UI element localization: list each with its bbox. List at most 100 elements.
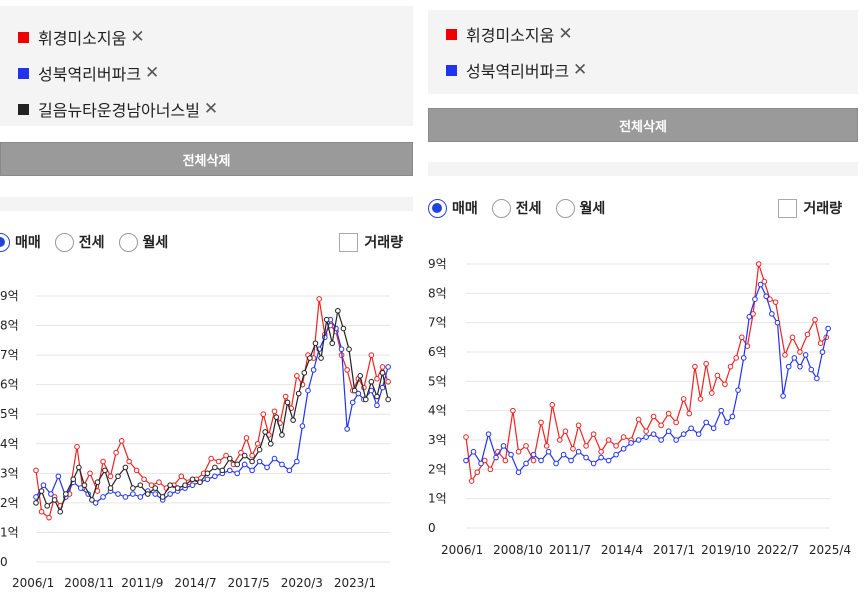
data-point[interactable]: [808, 366, 815, 373]
data-point[interactable]: [789, 334, 796, 341]
data-point[interactable]: [755, 261, 762, 267]
data-point[interactable]: [812, 316, 818, 323]
data-point[interactable]: [468, 478, 475, 484]
data-point[interactable]: [590, 460, 597, 467]
data-point[interactable]: [761, 278, 768, 285]
data-point[interactable]: [643, 434, 649, 440]
data-point[interactable]: [673, 437, 679, 443]
data-point[interactable]: [385, 396, 391, 403]
data-point[interactable]: [474, 469, 481, 476]
data-point[interactable]: [817, 340, 824, 346]
data-point[interactable]: [189, 482, 196, 488]
data-point[interactable]: [463, 434, 469, 440]
data-point[interactable]: [538, 419, 544, 426]
data-point[interactable]: [814, 375, 820, 382]
data-point[interactable]: [156, 479, 162, 485]
data-point[interactable]: [256, 458, 263, 465]
data-point[interactable]: [708, 390, 715, 396]
data-point[interactable]: [515, 448, 522, 455]
data-point[interactable]: [692, 363, 698, 370]
data-point[interactable]: [530, 451, 537, 458]
data-point[interactable]: [710, 425, 717, 432]
data-point[interactable]: [791, 355, 798, 361]
data-point[interactable]: [307, 355, 313, 361]
data-point[interactable]: [33, 467, 39, 474]
data-point[interactable]: [115, 473, 121, 480]
data-point[interactable]: [141, 476, 147, 483]
data-point[interactable]: [152, 491, 159, 497]
data-point[interactable]: [318, 355, 324, 361]
volume-checkbox[interactable]: 거래량: [339, 232, 403, 252]
data-point[interactable]: [256, 446, 263, 453]
data-point[interactable]: [44, 503, 50, 509]
clear-all-button[interactable]: 전체삭제: [0, 142, 413, 176]
close-icon[interactable]: ✕: [145, 63, 160, 83]
data-point[interactable]: [87, 470, 93, 477]
data-point[interactable]: [115, 491, 121, 497]
data-point[interactable]: [351, 387, 358, 394]
data-point[interactable]: [379, 370, 386, 376]
close-icon[interactable]: ✕: [573, 60, 588, 80]
data-point[interactable]: [583, 443, 589, 449]
data-point[interactable]: [785, 363, 792, 370]
data-point[interactable]: [264, 464, 270, 471]
data-point[interactable]: [613, 451, 619, 458]
data-point[interactable]: [575, 422, 582, 429]
data-point[interactable]: [658, 422, 664, 429]
data-point[interactable]: [126, 458, 132, 465]
data-point[interactable]: [349, 399, 356, 406]
data-point[interactable]: [167, 491, 173, 497]
data-point[interactable]: [107, 485, 114, 491]
data-point[interactable]: [148, 482, 155, 488]
data-point[interactable]: [560, 451, 567, 458]
data-point[interactable]: [226, 467, 233, 474]
data-point[interactable]: [590, 431, 597, 437]
data-point[interactable]: [197, 479, 203, 485]
data-point[interactable]: [543, 443, 550, 449]
data-point[interactable]: [219, 467, 226, 474]
data-point[interactable]: [493, 454, 499, 461]
data-point[interactable]: [658, 437, 664, 443]
data-point[interactable]: [130, 485, 136, 491]
data-point[interactable]: [562, 428, 569, 434]
data-point[interactable]: [729, 413, 736, 420]
data-point[interactable]: [241, 452, 248, 459]
data-point[interactable]: [204, 470, 211, 477]
data-point[interactable]: [570, 446, 576, 452]
data-point[interactable]: [310, 367, 317, 373]
data-point[interactable]: [797, 349, 803, 355]
data-point[interactable]: [234, 470, 241, 477]
data-point[interactable]: [374, 402, 380, 409]
data-point[interactable]: [485, 431, 492, 437]
data-point[interactable]: [294, 458, 300, 465]
radio-monthly[interactable]: 월세: [118, 232, 168, 252]
chip-complex-1[interactable]: 휘경미소지움 ✕: [446, 22, 573, 46]
data-point[interactable]: [545, 448, 552, 455]
clear-all-button[interactable]: 전체삭제: [428, 108, 858, 142]
data-point[interactable]: [470, 448, 477, 455]
volume-checkbox[interactable]: 거래량: [778, 198, 842, 218]
data-point[interactable]: [152, 485, 159, 491]
data-point[interactable]: [763, 293, 770, 300]
data-point[interactable]: [204, 476, 211, 483]
data-point[interactable]: [335, 307, 341, 314]
data-point[interactable]: [81, 482, 88, 488]
data-point[interactable]: [271, 455, 278, 462]
data-point[interactable]: [379, 364, 386, 370]
radio-circle[interactable]: [491, 198, 511, 218]
close-icon[interactable]: ✕: [203, 99, 219, 119]
data-point[interactable]: [727, 363, 734, 370]
data-point[interactable]: [703, 360, 709, 367]
data-point[interactable]: [368, 352, 375, 358]
data-point[interactable]: [212, 473, 218, 480]
data-point[interactable]: [118, 438, 125, 444]
data-point[interactable]: [215, 458, 222, 465]
data-point[interactable]: [804, 331, 811, 338]
data-point[interactable]: [650, 413, 657, 420]
data-point[interactable]: [260, 411, 267, 418]
data-point[interactable]: [774, 319, 781, 326]
data-point[interactable]: [312, 340, 319, 347]
data-point[interactable]: [178, 473, 185, 480]
radio-jeonse[interactable]: 전세: [54, 232, 105, 252]
checkbox-box[interactable]: [339, 232, 359, 252]
